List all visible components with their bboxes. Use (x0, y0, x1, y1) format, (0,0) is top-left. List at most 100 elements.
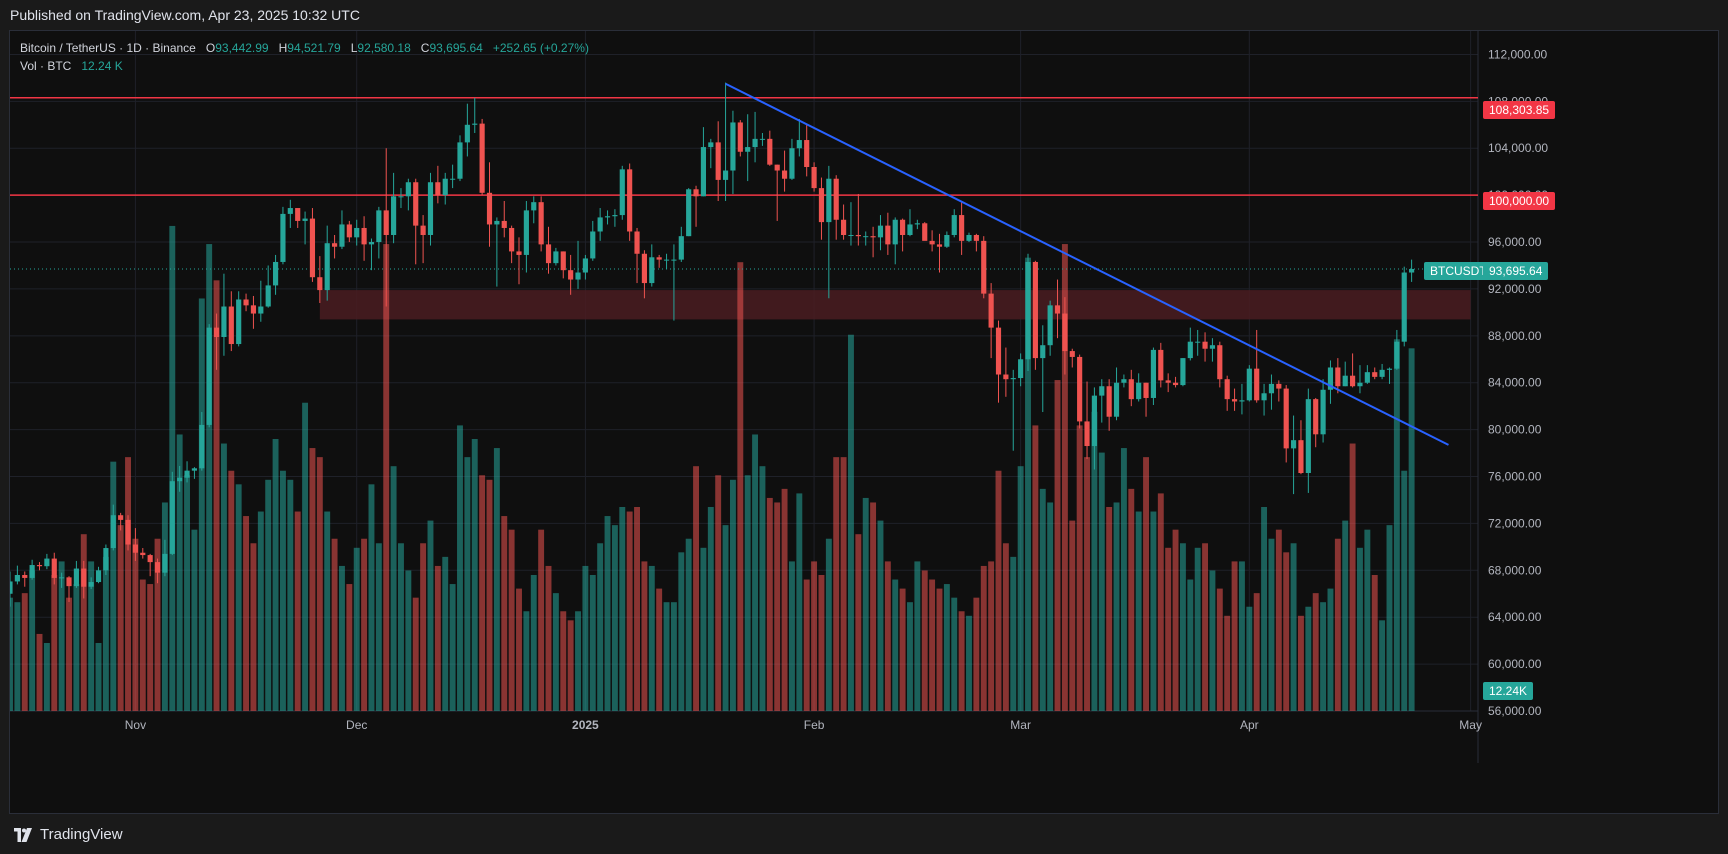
candle-body (1150, 349, 1156, 398)
high-value: 94,521.79 (287, 41, 341, 55)
volume-bar (36, 633, 43, 711)
volume-bar (1275, 529, 1282, 711)
candle-body (649, 257, 655, 284)
volume-bar (1305, 606, 1312, 711)
candle-body (1276, 383, 1282, 389)
candle-body (863, 236, 869, 238)
volume-bar (316, 457, 323, 711)
candle-body (619, 169, 625, 216)
volume-bar (1187, 579, 1194, 711)
volume-bar (552, 593, 559, 711)
candle-body (722, 170, 729, 180)
candle-body (81, 568, 87, 587)
candle-body (612, 215, 618, 217)
volume-bar (427, 520, 434, 711)
candle-body (1254, 368, 1260, 401)
time-axis-tick-label: Nov (125, 718, 146, 732)
volume-bar (589, 575, 596, 711)
time-axis-tick-label: Mar (1010, 718, 1031, 732)
time-axis-tick-label: May (1459, 718, 1482, 732)
footer: TradingView (0, 814, 1728, 854)
volume-bar (1246, 606, 1253, 711)
candle-body (317, 277, 323, 291)
candle-body (627, 169, 633, 232)
volume-bar (966, 615, 972, 711)
candle-body (1195, 341, 1201, 343)
resistance-high-price-tag: 108,303.85 (1483, 101, 1556, 119)
chart-legend: Bitcoin / TetherUS · 1D · Binance O93,44… (20, 39, 589, 75)
candle-body (1209, 345, 1216, 349)
low-value: 92,580.18 (357, 41, 411, 55)
candle-body (243, 299, 249, 306)
candle-body (745, 147, 751, 152)
volume-bar (1025, 257, 1031, 711)
candle-body (641, 253, 647, 284)
candle-body (427, 182, 434, 235)
volume-bar (1268, 538, 1275, 711)
candle-body (1032, 261, 1038, 359)
volume-bar (670, 602, 677, 711)
candle-body (1128, 379, 1134, 400)
symbol-title[interactable]: Bitcoin / TetherUS · 1D · Binance (20, 41, 196, 55)
volume-bar (279, 470, 286, 711)
candle-body (509, 227, 515, 252)
candle-body (759, 138, 766, 140)
volume-bar (346, 584, 353, 711)
volume-bar (147, 584, 154, 711)
candle-body (1018, 359, 1024, 379)
volume-bar (132, 538, 139, 711)
candle-body (154, 562, 161, 573)
ohlc-legend-row: Bitcoin / TetherUS · 1D · Binance O93,44… (20, 39, 589, 57)
candle-body (1217, 345, 1223, 380)
candle-body (582, 258, 588, 273)
volume-bar (265, 479, 272, 711)
volume-bar (412, 597, 419, 711)
candle-body (1231, 399, 1238, 402)
candle-body (1025, 261, 1031, 360)
candlestick-chart[interactable]: 112,000.00108,000.00104,000.00100,000.00… (10, 31, 1718, 813)
volume-bar (656, 588, 663, 711)
candle-body (228, 306, 234, 345)
candle-body (110, 515, 116, 549)
volume-bar (796, 493, 803, 711)
volume-bar (678, 552, 685, 711)
candle-body (1386, 368, 1393, 370)
volume-bar (1379, 620, 1386, 711)
volume-bar (257, 511, 264, 711)
candle-body (332, 243, 338, 247)
volume-bar (486, 479, 493, 711)
candle-body (184, 470, 190, 478)
candle-body (376, 210, 382, 243)
volume-bar (811, 561, 818, 711)
ticker-tag: BTCUSDT (1424, 262, 1493, 280)
candle-body (442, 178, 448, 196)
volume-bar (1401, 470, 1408, 711)
volume-bar (907, 602, 913, 711)
volume-bar (840, 457, 847, 711)
volume-bar (1157, 493, 1164, 711)
candle-body (848, 235, 854, 236)
volume-bar (1327, 588, 1334, 711)
support-resistance-zone (319, 290, 1471, 320)
volume-bar (169, 225, 176, 711)
candle-body (191, 468, 198, 471)
chart-panel[interactable]: 112,000.00108,000.00104,000.00100,000.00… (9, 30, 1719, 814)
volume-bar (434, 565, 441, 711)
volume-bar (803, 579, 810, 711)
volume-bar (1283, 552, 1290, 711)
price-axis-tick-label: 80,000.00 (1488, 423, 1542, 437)
volume-label[interactable]: Vol · BTC (20, 59, 72, 73)
candle-body (339, 224, 345, 247)
volume-bar (545, 565, 552, 711)
volume-bar (884, 561, 891, 711)
candle-body (818, 188, 825, 223)
candle-body (435, 182, 441, 196)
volume-bar (191, 529, 198, 711)
volume-bar (139, 579, 146, 711)
tradingview-brand[interactable]: TradingView (12, 826, 123, 843)
candle-body (1099, 386, 1105, 396)
volume-bar (479, 475, 486, 711)
volume-bar (324, 511, 331, 711)
candle-body (1246, 368, 1252, 401)
volume-bar (10, 597, 13, 711)
